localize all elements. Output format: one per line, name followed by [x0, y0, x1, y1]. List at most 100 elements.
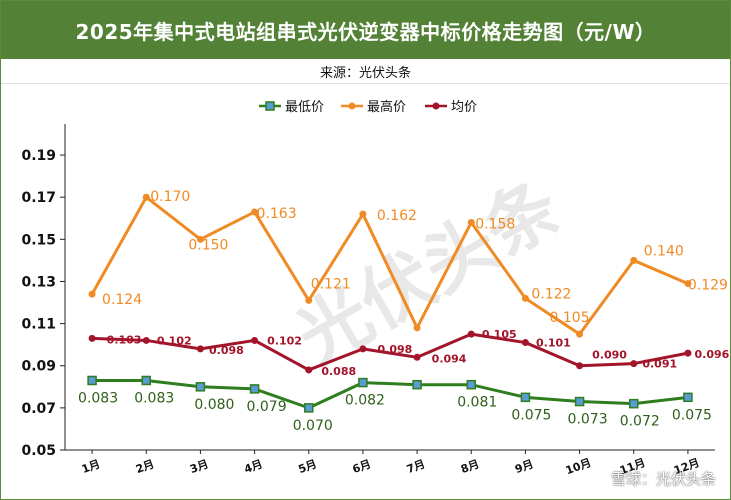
data-point-avg: [196, 345, 204, 353]
data-label-avg: 0.098: [378, 343, 413, 356]
y-tick-label: 0.05: [21, 443, 56, 459]
data-point-low: [629, 398, 639, 409]
data-label-avg: 0.103: [107, 333, 142, 346]
data-point-low: [358, 377, 368, 388]
data-point-low: [141, 375, 151, 386]
legend-label: 均价: [451, 100, 477, 115]
series-line-high: [90, 195, 689, 336]
series-line-avg: [92, 332, 689, 372]
data-point-high: [305, 296, 313, 304]
data-label-low: 0.079: [247, 399, 287, 415]
legend-label: 最高价: [367, 99, 406, 115]
y-tick-label: 0.15: [21, 232, 56, 248]
data-point-high: [576, 330, 584, 338]
data-point-low: [304, 403, 314, 413]
data-point-high: [359, 210, 367, 218]
data-label-avg: 0.102: [267, 334, 302, 347]
data-label-high: 0.124: [102, 292, 142, 308]
data-point-avg: [88, 334, 96, 342]
data-point-high: [196, 235, 204, 243]
data-point-avg: [684, 349, 692, 357]
data-label-high: 0.121: [311, 276, 351, 292]
data-label-avg: 0.098: [209, 344, 244, 357]
data-point-avg: [142, 336, 150, 344]
x-tick-label: 1月: [80, 457, 102, 476]
data-point-avg: [467, 330, 475, 338]
data-label-high: 0.163: [257, 206, 297, 222]
data-label-low: 0.073: [568, 412, 608, 428]
watermark-text: 雪球：光伏头条: [610, 470, 716, 488]
legend-label: 最低价: [285, 100, 324, 115]
legend-marker: [432, 102, 440, 110]
data-label-avg: 0.091: [642, 358, 677, 371]
series-line-low: [92, 378, 689, 410]
data-label-low: 0.072: [620, 414, 660, 430]
x-tick-label: 8月: [459, 457, 481, 476]
data-label-avg: 0.101: [536, 337, 571, 350]
data-label-high: 0.162: [377, 208, 417, 224]
data-label-low: 0.083: [134, 390, 174, 406]
data-point-low: [195, 382, 206, 392]
data-label-avg: 0.094: [432, 352, 467, 365]
data-point-low: [249, 384, 260, 394]
x-tick-label: 6月: [351, 457, 373, 476]
legend-marker: [348, 102, 356, 110]
data-label-high: 0.122: [531, 286, 571, 302]
data-point-low: [520, 392, 531, 403]
x-tick-label: 2月: [134, 457, 156, 476]
y-tick-label: 0.13: [21, 274, 56, 290]
data-point-low: [683, 392, 693, 403]
data-point-high: [88, 290, 96, 298]
data-point-avg: [305, 366, 313, 374]
data-point-low: [574, 396, 585, 407]
x-tick-label: 10月: [564, 456, 593, 477]
data-label-avg: 0.090: [592, 349, 627, 362]
data-label-avg: 0.088: [321, 365, 356, 378]
data-label-avg: 0.096: [695, 348, 730, 361]
data-label-avg: 0.105: [482, 328, 517, 341]
data-point-low: [412, 379, 422, 390]
data-point-low: [87, 375, 97, 386]
data-point-avg: [521, 339, 529, 347]
y-tick-label: 0.19: [21, 148, 56, 164]
data-label-high: 0.129: [688, 278, 728, 294]
legend-marker: [265, 101, 275, 111]
y-tick-label: 0.09: [21, 359, 56, 375]
data-point-high: [467, 218, 475, 226]
data-label-low: 0.082: [345, 393, 385, 409]
data-point-avg: [576, 362, 584, 370]
data-point-high: [142, 193, 150, 201]
data-point-high: [684, 280, 692, 288]
x-tick-label: 4月: [242, 457, 264, 476]
data-label-low: 0.075: [511, 407, 551, 423]
data-label-low: 0.080: [194, 397, 234, 413]
data-label-high: 0.158: [475, 216, 515, 232]
data-label-high: 0.105: [550, 310, 590, 326]
y-tick-label: 0.17: [21, 190, 56, 206]
data-label-high: 0.150: [188, 237, 228, 253]
chart-title: 2025年集中式电站组串式光伏逆变器中标价格走势图（元/W）: [1, 1, 730, 59]
data-point-avg: [251, 336, 259, 344]
chart-source: 来源：光伏头条: [1, 59, 730, 84]
data-label-high: 0.140: [644, 243, 684, 259]
data-point-avg: [413, 353, 421, 361]
data-label-avg: 0.102: [157, 334, 192, 347]
data-label-low: 0.081: [457, 395, 497, 411]
data-point-high: [413, 324, 421, 332]
x-tick-label: 7月: [405, 457, 427, 476]
x-tick-label: 5月: [297, 457, 319, 476]
x-tick-label: 3月: [188, 457, 210, 476]
x-tick-label: 9月: [513, 457, 535, 476]
data-label-low: 0.070: [293, 418, 333, 434]
y-tick-label: 0.11: [21, 317, 56, 333]
data-label-high: 0.170: [150, 189, 190, 205]
data-point-high: [251, 208, 259, 216]
data-point-high: [630, 256, 638, 264]
data-point-low: [466, 379, 476, 390]
data-point-avg: [359, 345, 367, 353]
data-label-low: 0.083: [78, 390, 118, 406]
data-label-low: 0.075: [672, 407, 712, 423]
data-point-high: [521, 294, 529, 302]
